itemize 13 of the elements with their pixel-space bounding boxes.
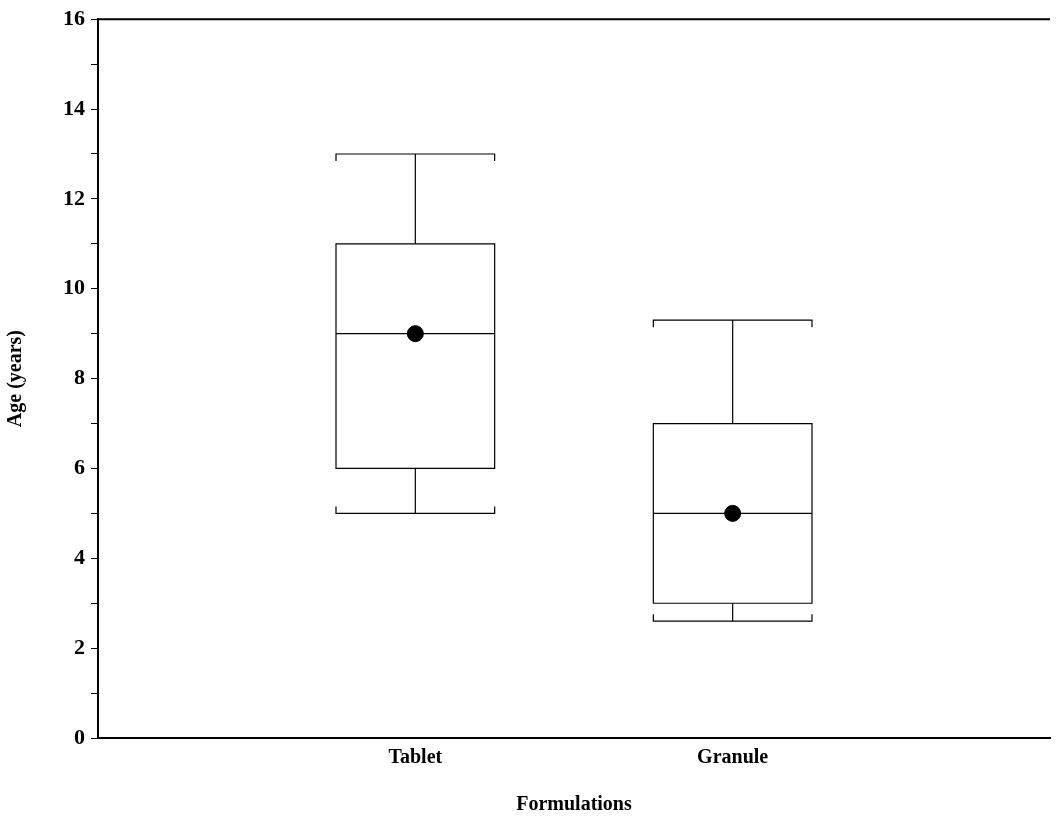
y-tick-label: 2 — [74, 633, 85, 659]
y-tick-label: 8 — [74, 364, 85, 390]
y-tick-label: 14 — [63, 94, 85, 120]
y-tick-label: 6 — [74, 454, 85, 480]
x-tick-label: Tablet — [388, 745, 443, 768]
y-tick-label: 10 — [63, 274, 85, 300]
y-tick-label: 4 — [74, 543, 85, 569]
y-tick-label: 0 — [74, 723, 85, 749]
y-axis-title: Age (years) — [3, 330, 27, 428]
y-tick-label: 16 — [63, 4, 85, 30]
y-tick-label: 12 — [63, 184, 85, 210]
x-axis-title: Formulations — [516, 792, 632, 815]
x-tick-label: Granule — [697, 745, 769, 768]
